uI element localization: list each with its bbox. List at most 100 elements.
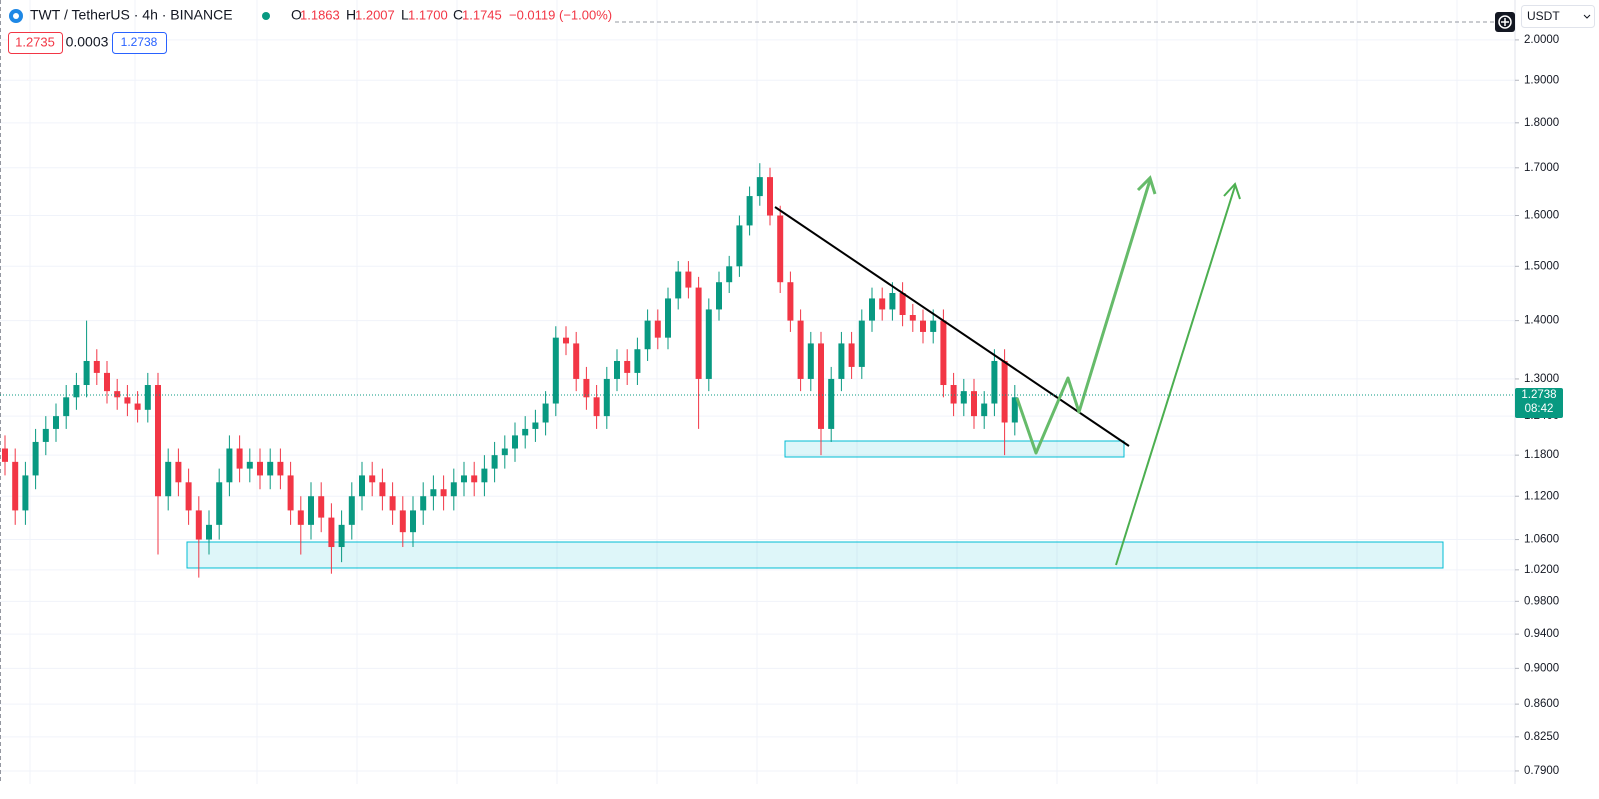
- candle-body: [736, 225, 743, 267]
- candle-body: [32, 441, 39, 476]
- candle-body: [257, 461, 263, 476]
- ohlc-value: 1.2007: [355, 7, 395, 22]
- candle-body: [940, 320, 947, 386]
- trend-line: [774, 206, 1130, 447]
- candle-body: [246, 461, 253, 469]
- candle-body: [297, 510, 304, 525]
- y-tick-label: 1.5000: [1524, 260, 1559, 272]
- candle-body: [104, 372, 110, 392]
- candle-body: [328, 517, 335, 548]
- bid-price[interactable]: 1.2735: [15, 34, 55, 49]
- candle-body: [450, 482, 457, 497]
- candle-body: [63, 397, 70, 417]
- candle-body: [746, 196, 753, 226]
- buy-button[interactable]: [112, 32, 167, 54]
- candle-body: [430, 489, 437, 497]
- candle-body: [818, 343, 824, 429]
- candle-body: [287, 475, 294, 511]
- candle-body: [889, 292, 896, 310]
- candle-body: [440, 489, 447, 497]
- symbol-icon-dot: [13, 13, 19, 19]
- candle-body: [573, 343, 580, 379]
- candle-body: [777, 215, 784, 283]
- axis-labels: 2.0000 1.9000 1.8000 1.7000 1.6000 1.5000 1.40…: [1515, 34, 1559, 777]
- dropdown-caret[interactable]: [1583, 14, 1591, 19]
- candle-body: [869, 298, 875, 321]
- candle-body: [695, 287, 702, 379]
- candle-body: [614, 360, 620, 379]
- candle-body: [134, 403, 141, 410]
- grid: [0, 0, 1515, 784]
- candle-body: [144, 385, 151, 410]
- candle-body: [195, 510, 202, 540]
- candle-body: [471, 475, 478, 483]
- candle-body: [950, 385, 957, 404]
- candle-body: [2, 448, 8, 462]
- candle-body: [155, 385, 161, 497]
- candle-body: [899, 292, 906, 316]
- currency[interactable]: USDT: [1527, 9, 1560, 23]
- candle-body: [542, 403, 549, 423]
- candle-body: [277, 461, 284, 476]
- candle-body: [308, 496, 314, 525]
- spread: 0.0003: [66, 34, 109, 50]
- candle-body: [83, 360, 90, 386]
- candle-body: [828, 378, 835, 429]
- y-tick-label: 2.0000: [1524, 34, 1559, 46]
- candle-body: [705, 309, 712, 379]
- ask-price[interactable]: 1.2738: [121, 35, 158, 49]
- candle-body: [552, 337, 559, 404]
- y-tick-label: 0.9400: [1524, 628, 1559, 640]
- candle-body: [501, 448, 508, 456]
- candle-body: [522, 428, 529, 436]
- crosshair-icon[interactable]: [1501, 18, 1509, 26]
- arrow-head: [1136, 175, 1157, 195]
- candle-body: [369, 475, 376, 483]
- candle-body: [634, 349, 641, 373]
- candle-body: [481, 468, 488, 483]
- candle-body: [42, 428, 49, 442]
- candle-body: [399, 510, 406, 533]
- ohlc-label: H: [346, 7, 356, 23]
- candle-body: [124, 397, 131, 404]
- candle-body: [797, 320, 804, 379]
- y-tick-label: 1.1800: [1524, 449, 1559, 461]
- candle-body: [389, 496, 396, 511]
- candle-body: [175, 461, 182, 483]
- countdown: 08:42: [1525, 403, 1554, 415]
- candle-body: [960, 391, 967, 404]
- candle-body: [756, 177, 763, 197]
- candle-body: [1011, 397, 1018, 423]
- y-tick-label: 1.8000: [1524, 117, 1559, 129]
- candle-body: [858, 320, 865, 367]
- candle-body: [532, 422, 539, 429]
- candle-body: [930, 320, 937, 332]
- candle-body: [359, 475, 365, 497]
- currency-button[interactable]: [1521, 5, 1595, 28]
- candle-body: [73, 385, 80, 398]
- y-tick-label: 1.4000: [1524, 315, 1559, 327]
- market-status: [262, 12, 270, 20]
- candle-body: [318, 496, 325, 518]
- candle-body: [787, 282, 794, 321]
- candle-body: [348, 496, 355, 525]
- y-tick-label: 1.0200: [1524, 564, 1559, 576]
- candle-body: [563, 337, 569, 344]
- candle-body: [981, 403, 988, 417]
- crosshair-icon[interactable]: [1498, 15, 1512, 29]
- candle-body: [216, 482, 223, 525]
- y-tick-label: 1.3000: [1524, 373, 1559, 385]
- candle-body: [593, 397, 600, 417]
- sell-button[interactable]: [8, 32, 63, 54]
- y-tick-label: 0.9800: [1524, 595, 1559, 607]
- candle-body: [1001, 360, 1008, 423]
- y-tick-label: 1.7000: [1524, 162, 1559, 174]
- symbol-title: TWT / TetherUS · 4h · BINANCE: [30, 7, 233, 23]
- candle-body: [675, 271, 682, 299]
- last-price-box: [1515, 387, 1563, 418]
- candle-body: [838, 343, 845, 379]
- ohlc-label: C: [453, 7, 463, 23]
- candle-body: [236, 448, 243, 469]
